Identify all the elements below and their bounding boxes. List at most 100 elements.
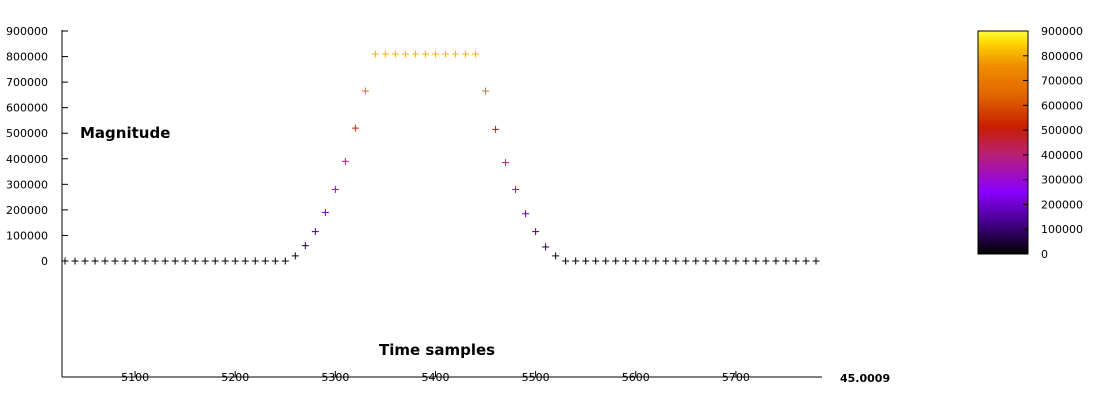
- data-point: [391, 50, 399, 58]
- data-point: [121, 257, 129, 265]
- data-point: [782, 257, 790, 265]
- data-point: [612, 257, 620, 265]
- y-tick-label: 400000: [6, 153, 48, 166]
- x-tick-label: 5200: [221, 371, 249, 384]
- x-tick-label: 5500: [522, 371, 550, 384]
- data-point: [291, 252, 299, 260]
- colorbar-tick-label: 200000: [1041, 198, 1083, 211]
- data-point: [361, 87, 369, 95]
- colorbar: 0 100000 200000 300000 400000 500000 600000 700…: [977, 25, 1083, 261]
- x-tick-label: 5100: [121, 371, 149, 384]
- y-tick-label: 300000: [6, 178, 48, 191]
- data-point: [682, 257, 690, 265]
- data-point: [151, 257, 159, 265]
- colorbar-tick-label: 600000: [1041, 99, 1083, 112]
- data-point: [732, 257, 740, 265]
- colorbar-gradient: [977, 30, 1029, 255]
- data-point: [622, 257, 630, 265]
- data-point: [261, 257, 269, 265]
- data-point: [111, 257, 119, 265]
- data-point: [492, 125, 500, 133]
- data-point: [371, 50, 379, 58]
- data-point: [762, 257, 770, 265]
- colorbar-tick-label: 100000: [1041, 223, 1083, 236]
- data-point: [241, 257, 249, 265]
- data-point: [792, 257, 800, 265]
- data-point: [351, 124, 359, 132]
- y-axis-label: Magnitude: [80, 124, 170, 142]
- y-tick-label: 0: [41, 255, 48, 268]
- data-point: [602, 257, 610, 265]
- data-point: [592, 257, 600, 265]
- data-point: [141, 257, 149, 265]
- colorbar-tick-label: 300000: [1041, 174, 1083, 187]
- data-point: [522, 210, 530, 218]
- colorbar-tick-label: 900000: [1041, 25, 1083, 38]
- y-tick-label: 700000: [6, 76, 48, 89]
- x-tick-label: 5600: [622, 371, 650, 384]
- data-point: [171, 257, 179, 265]
- data-point: [381, 50, 389, 58]
- data-point: [301, 242, 309, 250]
- x-axis-artifact-label: 45.0009: [840, 372, 890, 385]
- y-tick-label: 500000: [6, 127, 48, 140]
- data-point: [512, 185, 520, 193]
- data-point: [281, 257, 289, 265]
- data-point: [742, 257, 750, 265]
- data-points: [61, 50, 820, 265]
- x-axis-label: Time samples: [379, 341, 495, 359]
- data-point: [311, 228, 319, 236]
- data-point: [552, 252, 560, 260]
- data-point: [421, 50, 429, 58]
- colorbar-tick-label: 800000: [1041, 50, 1083, 63]
- data-point: [562, 257, 570, 265]
- x-tick-label: 5700: [722, 371, 750, 384]
- data-point: [341, 157, 349, 165]
- data-point: [452, 50, 460, 58]
- data-point: [161, 257, 169, 265]
- data-point: [502, 159, 510, 167]
- data-point: [542, 243, 550, 251]
- data-point: [722, 257, 730, 265]
- data-point: [802, 257, 810, 265]
- data-point: [482, 87, 490, 95]
- data-point: [772, 257, 780, 265]
- data-point: [271, 257, 279, 265]
- data-point: [642, 257, 650, 265]
- y-tick-label: 800000: [6, 51, 48, 64]
- data-point: [251, 257, 259, 265]
- y-tick-label: 600000: [6, 102, 48, 115]
- data-point: [662, 257, 670, 265]
- data-point: [131, 257, 139, 265]
- data-point: [431, 50, 439, 58]
- data-point: [81, 257, 89, 265]
- data-point: [752, 257, 760, 265]
- data-point: [181, 257, 189, 265]
- data-point: [472, 50, 480, 58]
- data-point: [572, 257, 580, 265]
- data-point: [442, 50, 450, 58]
- data-point: [211, 257, 219, 265]
- y-axis-ticks: 0 100000 200000 300000 400000 500000 600000 700…: [6, 25, 68, 268]
- data-point: [632, 257, 640, 265]
- data-point: [672, 257, 680, 265]
- data-point: [331, 185, 339, 193]
- data-point: [812, 257, 820, 265]
- x-axis-ticks: 5100 5200 5300 5400 5500 5600 5700: [121, 371, 750, 384]
- colorbar-ticks: 0 100000 200000 300000 400000 500000 600000 700…: [1023, 25, 1083, 261]
- data-point: [582, 257, 590, 265]
- data-point: [101, 257, 109, 265]
- data-point: [532, 228, 540, 236]
- colorbar-tick-label: 400000: [1041, 149, 1083, 162]
- data-point: [231, 257, 239, 265]
- data-point: [71, 257, 79, 265]
- data-point: [692, 257, 700, 265]
- x-tick-label: 5300: [321, 371, 349, 384]
- colorbar-tick-label: 700000: [1041, 75, 1083, 88]
- data-point: [652, 257, 660, 265]
- data-point: [191, 257, 199, 265]
- x-tick-label: 5400: [421, 371, 449, 384]
- data-point: [221, 257, 229, 265]
- data-point: [462, 50, 470, 58]
- data-point: [411, 50, 419, 58]
